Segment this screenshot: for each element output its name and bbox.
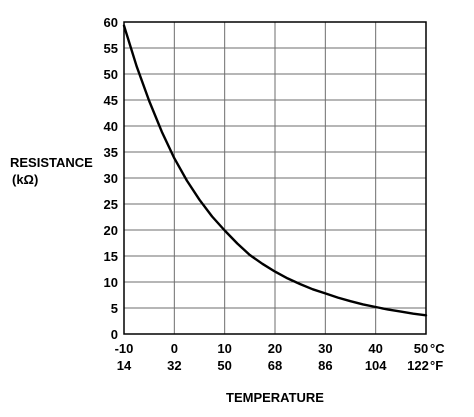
y-tick-label: 50 — [104, 67, 118, 82]
x-tick-label-celsius: 10 — [217, 341, 231, 356]
x-tick-label-fahrenheit: 32 — [167, 358, 181, 373]
y-tick-label: 45 — [104, 93, 118, 108]
resistance-curve — [122, 24, 428, 317]
series — [122, 24, 428, 317]
y-tick-label: 35 — [104, 145, 118, 160]
plot-frame — [123, 21, 427, 335]
x-tick-label-celsius: 40 — [368, 341, 382, 356]
y-tick-label: 10 — [104, 275, 118, 290]
x-tick-label-celsius: 20 — [268, 341, 282, 356]
x-tick-label-fahrenheit: 50 — [217, 358, 231, 373]
y-axis-label-line1: RESISTANCE — [10, 155, 93, 170]
y-tick-label: 30 — [104, 171, 118, 186]
y-tick-label: 40 — [104, 119, 118, 134]
y-tick-label: 25 — [104, 197, 118, 212]
x-tick-label-fahrenheit: 104 — [365, 358, 387, 373]
y-tick-label: 60 — [104, 15, 118, 30]
x-tick-label-fahrenheit: 86 — [318, 358, 332, 373]
x-tick-label-celsius: 0 — [171, 341, 178, 356]
x-tick-label-fahrenheit: 14 — [117, 358, 132, 373]
x-tick-label-fahrenheit: 122 — [407, 358, 429, 373]
y-tick-label: 0 — [111, 327, 118, 342]
tick-labels: 0 5 10 15 20 25 30 35 40 45 50 55 60 -10 14 0 32 10 50 20 68… — [104, 15, 446, 373]
grid — [123, 21, 427, 335]
x-tick-label-celsius: -10 — [115, 341, 134, 356]
x-unit-celsius: °C — [430, 341, 445, 356]
y-tick-label: 20 — [104, 223, 118, 238]
y-tick-label: 5 — [111, 301, 118, 316]
x-tick-label-fahrenheit: 68 — [268, 358, 282, 373]
x-tick-label-celsius: 50 — [414, 341, 428, 356]
x-axis-label: TEMPERATURE — [226, 390, 324, 405]
y-axis-label-line2: (kΩ) — [12, 172, 38, 187]
y-tick-label: 15 — [104, 249, 118, 264]
x-tick-label-celsius: 30 — [318, 341, 332, 356]
x-unit-fahrenheit: °F — [430, 358, 443, 373]
y-tick-label: 55 — [104, 41, 118, 56]
